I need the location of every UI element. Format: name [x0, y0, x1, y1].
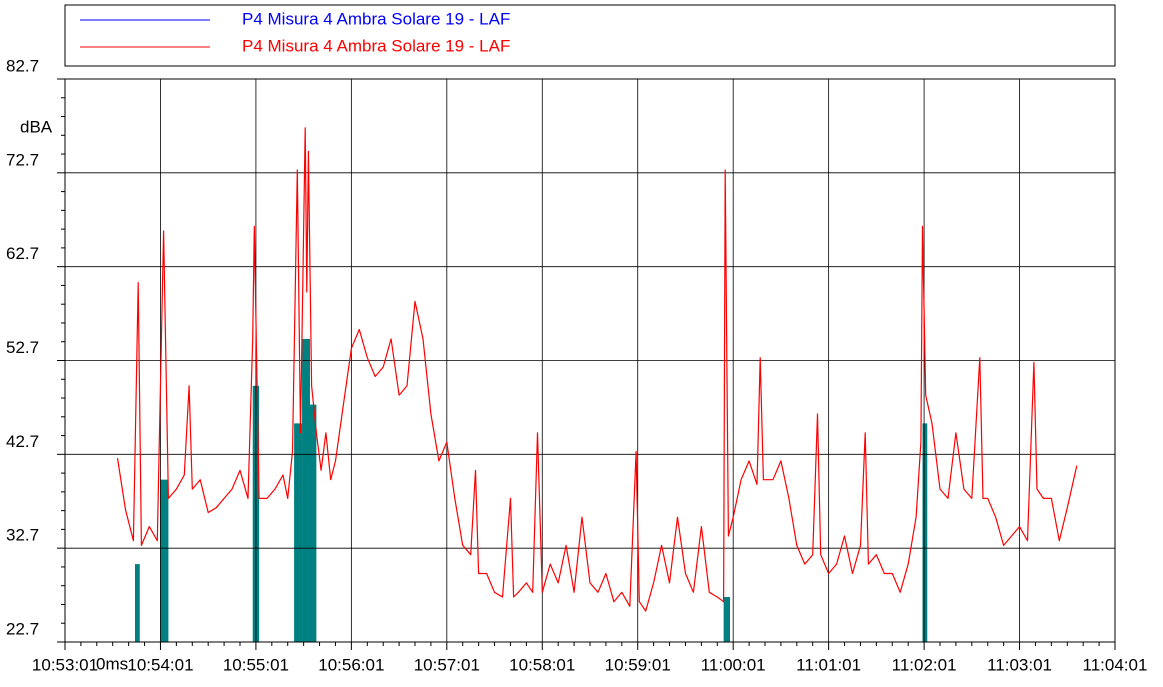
x-tick-label: 11:00:01	[701, 655, 766, 674]
x-tick-label: 10:58:01	[509, 655, 575, 674]
x-tick-label: 10:53:01	[32, 655, 98, 674]
series-line	[116, 127, 1078, 612]
x-tick-label: 11:02:01	[892, 655, 957, 674]
y-tick-label: 82.7	[6, 56, 39, 75]
x-axis-label: 0ms	[96, 654, 128, 673]
y-tick-label: 62.7	[6, 244, 39, 263]
highlight-bar	[723, 596, 730, 642]
highlight-bar	[160, 479, 169, 642]
y-tick-label: 22.7	[6, 619, 39, 638]
x-tick-label: 10:56:01	[318, 655, 384, 674]
x-tick-label: 11:01:01	[796, 655, 861, 674]
highlight-bar	[310, 404, 317, 642]
y-tick-label: 32.7	[6, 526, 39, 545]
highlight-bar	[922, 423, 928, 642]
x-tick-label: 10:57:01	[414, 655, 480, 674]
x-tick-label: 10:55:01	[223, 655, 289, 674]
x-tick-label: 10:54:01	[127, 655, 193, 674]
highlight-bar	[135, 564, 140, 642]
y-axis-label: dBA	[20, 117, 53, 136]
highlight-bar	[302, 338, 310, 642]
legend-box	[64, 4, 1116, 67]
highlight-bar	[294, 423, 303, 642]
y-tick-label: 42.7	[6, 432, 39, 451]
legend-label: P4 Misura 4 Ambra Solare 19 - LAF	[242, 9, 510, 28]
x-tick-label: 11:04:01	[1083, 655, 1148, 674]
y-tick-label: 72.7	[6, 150, 39, 169]
x-tick-label: 11:03:01	[987, 655, 1052, 674]
legend-label: P4 Misura 4 Ambra Solare 19 - LAF	[242, 36, 510, 55]
x-tick-label: 10:59:01	[605, 655, 671, 674]
y-tick-label: 52.7	[6, 338, 39, 357]
plot-frame	[64, 78, 1116, 643]
